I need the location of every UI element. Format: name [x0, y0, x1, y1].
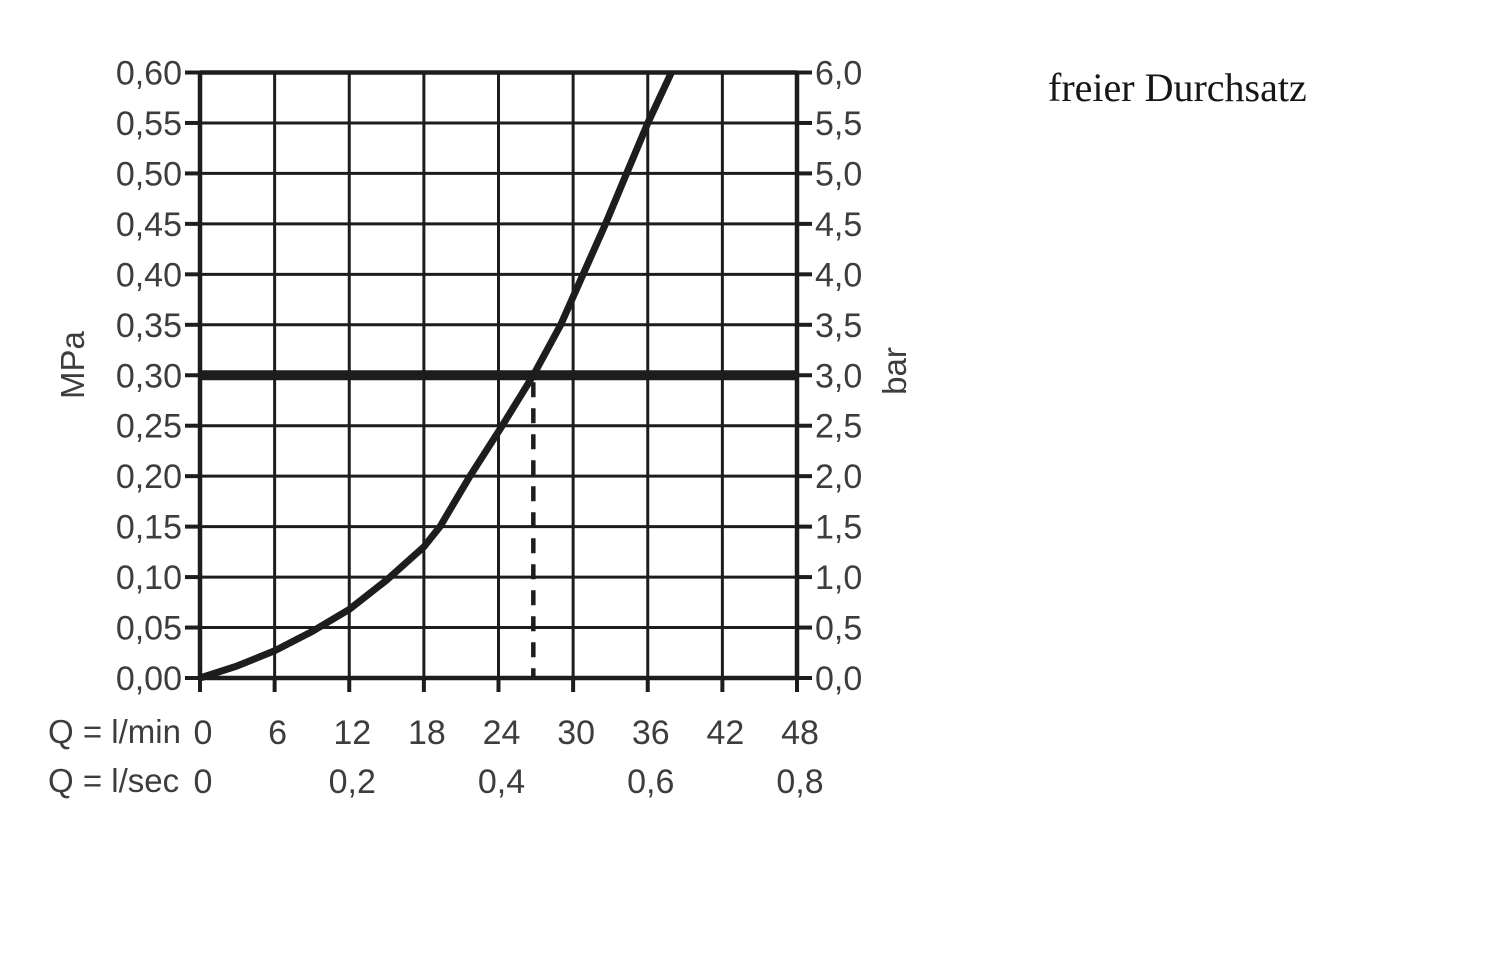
x-lsec-tick-label: 0	[194, 763, 213, 801]
y-right-tick-label: 0,0	[815, 660, 862, 698]
y-left-tick-label: 0,25	[116, 408, 182, 446]
y-right-tick-label: 5,5	[815, 105, 862, 143]
y-right-tick-label: 1,0	[815, 559, 862, 597]
x-axis-lsec-label: Q = l/sec	[48, 762, 180, 799]
y-left-tick-label: 0,15	[116, 509, 182, 547]
y-right-tick-label: 0,5	[815, 610, 862, 648]
y-right-tick-label: 4,0	[815, 256, 862, 294]
y-right-tick-label: 2,0	[815, 458, 862, 496]
y-left-tick-label: 0,50	[116, 155, 182, 193]
x-lmin-tick-label: 12	[333, 714, 371, 752]
y-right-tick-label: 2,5	[815, 408, 862, 446]
y-right-unit-label: bar	[876, 347, 913, 395]
y-right-tick-label: 6,0	[815, 55, 862, 93]
x-lmin-tick-label: 30	[557, 714, 595, 752]
y-right-tick-label: 5,0	[815, 155, 862, 193]
y-left-tick-label: 0,10	[116, 559, 182, 597]
y-left-unit-label: MPa	[54, 331, 91, 399]
y-left-tick-label: 0,30	[116, 357, 182, 395]
x-lsec-tick-label: 0,6	[627, 763, 674, 801]
x-lmin-tick-label: 0	[194, 714, 213, 752]
y-left-tick-label: 0,55	[116, 105, 182, 143]
x-lmin-tick-label: 36	[632, 714, 670, 752]
x-lmin-tick-label: 24	[483, 714, 521, 752]
y-left-tick-label: 0,00	[116, 660, 182, 698]
x-lmin-tick-label: 42	[706, 714, 744, 752]
chart-title: freier Durchsatz	[1048, 65, 1307, 110]
x-lsec-tick-label: 0,4	[478, 763, 525, 801]
y-right-tick-label: 4,5	[815, 206, 862, 244]
flow-curve	[198, 71, 675, 682]
y-right-tick-label: 1,5	[815, 509, 862, 547]
y-left-tick-label: 0,05	[116, 610, 182, 648]
y-left-tick-label: 0,60	[116, 55, 182, 93]
y-right-tick-label: 3,0	[815, 357, 862, 395]
y-left-tick-label: 0,20	[116, 458, 182, 496]
y-right-tick-label: 3,5	[815, 307, 862, 345]
y-left-tick-label: 0,35	[116, 307, 182, 345]
x-lsec-tick-label: 0,8	[776, 763, 823, 801]
x-lmin-tick-label: 48	[781, 714, 819, 752]
x-lsec-tick-label: 0,2	[329, 763, 376, 801]
y-left-tick-label: 0,45	[116, 206, 182, 244]
x-lmin-tick-label: 6	[268, 714, 287, 752]
y-left-tick-label: 0,40	[116, 256, 182, 294]
x-axis-lmin-label: Q = l/min	[48, 713, 181, 750]
x-lmin-tick-label: 18	[408, 714, 446, 752]
